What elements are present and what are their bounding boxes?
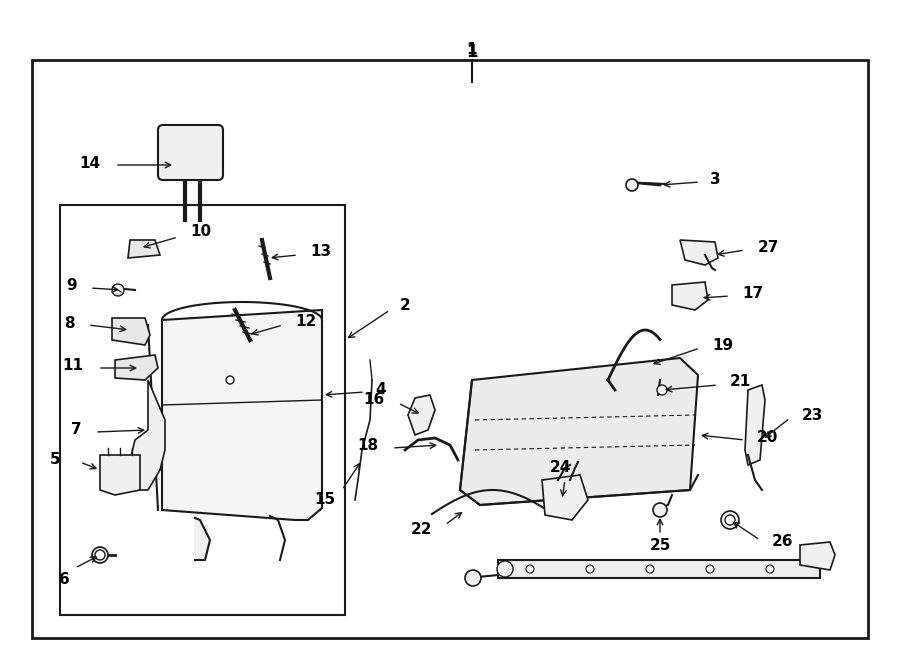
Text: 26: 26: [772, 535, 794, 549]
Text: 6: 6: [59, 572, 70, 588]
Polygon shape: [745, 385, 765, 465]
Circle shape: [766, 565, 774, 573]
Text: 14: 14: [79, 155, 100, 171]
Circle shape: [586, 565, 594, 573]
Text: 1: 1: [466, 43, 478, 61]
Text: 15: 15: [314, 492, 335, 508]
Circle shape: [526, 565, 534, 573]
Circle shape: [721, 511, 739, 529]
Text: 11: 11: [62, 358, 83, 373]
Polygon shape: [195, 518, 210, 560]
Polygon shape: [460, 358, 698, 505]
Text: 20: 20: [757, 430, 778, 446]
Circle shape: [653, 503, 667, 517]
Polygon shape: [408, 395, 435, 435]
Text: 21: 21: [730, 375, 752, 389]
Text: 9: 9: [67, 278, 77, 293]
Text: 23: 23: [802, 407, 824, 422]
Text: 4: 4: [375, 383, 385, 397]
Bar: [32, 60, 868, 638]
Text: 17: 17: [742, 286, 763, 301]
Circle shape: [706, 565, 714, 573]
Polygon shape: [130, 380, 165, 490]
Text: 3: 3: [710, 173, 721, 188]
Polygon shape: [112, 318, 150, 345]
Polygon shape: [162, 310, 322, 520]
Text: 24: 24: [549, 461, 571, 475]
Text: 22: 22: [410, 522, 432, 537]
Text: 16: 16: [364, 393, 385, 407]
Circle shape: [497, 561, 513, 577]
Text: 5: 5: [50, 453, 60, 467]
Text: 12: 12: [295, 315, 316, 329]
Text: 13: 13: [310, 245, 331, 260]
Text: 27: 27: [758, 241, 779, 256]
FancyBboxPatch shape: [158, 125, 223, 180]
Circle shape: [112, 284, 124, 296]
Polygon shape: [128, 240, 160, 258]
Bar: [60, 205, 345, 615]
Text: 1: 1: [467, 42, 477, 58]
Text: 25: 25: [649, 537, 670, 553]
Text: 8: 8: [65, 315, 75, 330]
Text: 10: 10: [190, 225, 212, 239]
Polygon shape: [680, 240, 718, 265]
Polygon shape: [115, 355, 158, 380]
Polygon shape: [100, 455, 140, 495]
Text: 18: 18: [357, 438, 378, 453]
Circle shape: [92, 547, 108, 563]
Circle shape: [725, 515, 735, 525]
Text: 19: 19: [712, 338, 733, 352]
Polygon shape: [672, 282, 708, 310]
Circle shape: [465, 570, 481, 586]
Bar: [498, 560, 820, 578]
Circle shape: [646, 565, 654, 573]
Polygon shape: [542, 475, 588, 520]
Circle shape: [657, 385, 667, 395]
Polygon shape: [800, 542, 835, 570]
Text: 2: 2: [400, 297, 410, 313]
Circle shape: [626, 179, 638, 191]
Circle shape: [95, 550, 105, 560]
Text: 7: 7: [71, 422, 82, 438]
